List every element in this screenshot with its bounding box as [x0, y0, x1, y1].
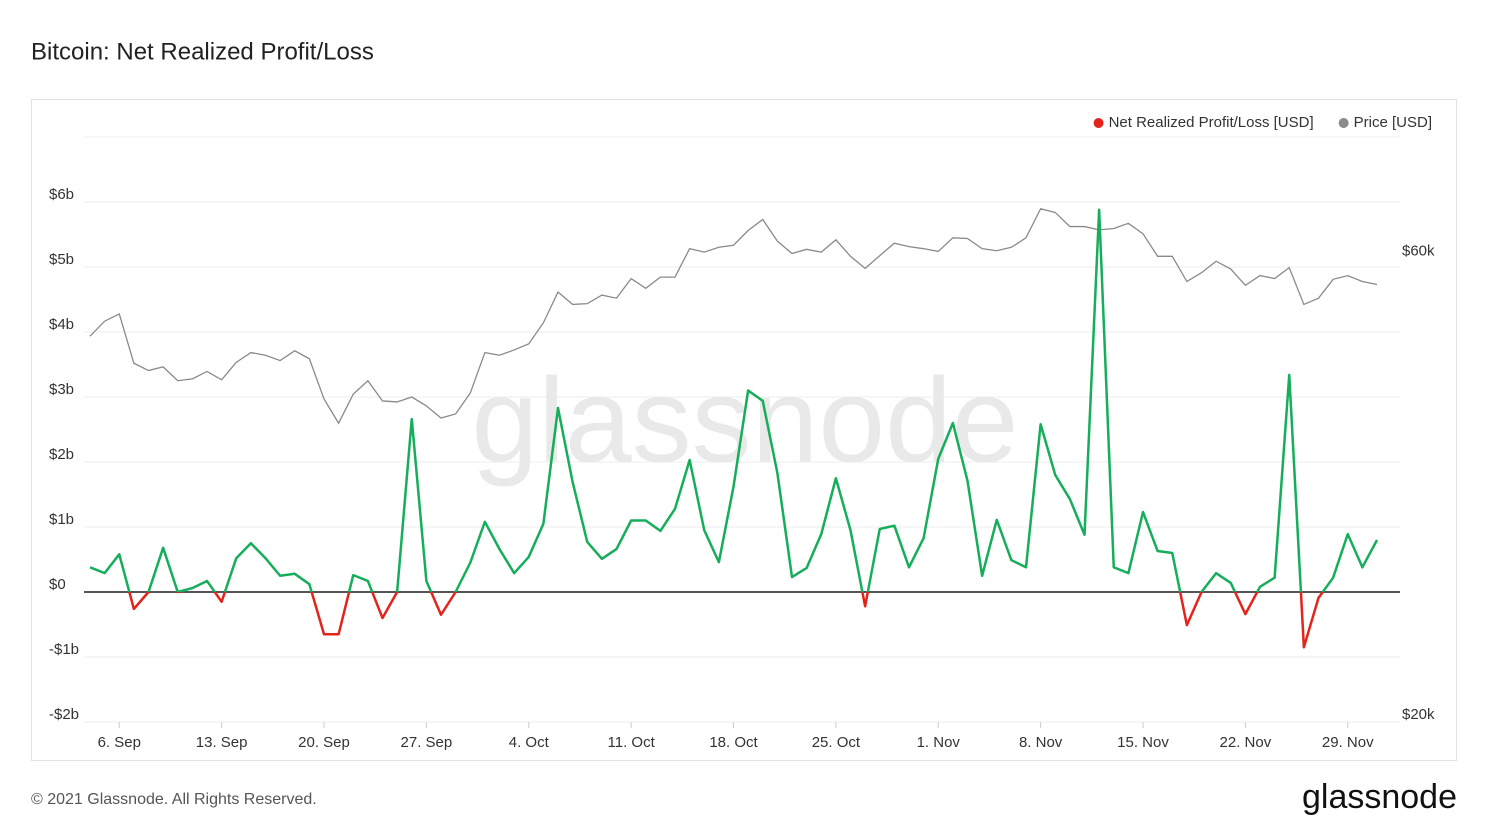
footer: © 2021 Glassnode. All Rights Reserved.	[31, 791, 317, 808]
y-tick-label: $0	[49, 576, 66, 593]
watermark: glassnode	[471, 354, 1018, 488]
price-line	[89, 207, 1378, 425]
x-tick-label: 18. Oct	[709, 734, 758, 751]
y-tick-label: $2b	[49, 446, 74, 463]
y2-tick-label: $20k	[1402, 706, 1435, 723]
logo: glassnode	[1302, 778, 1457, 816]
y-tick-label: -$1b	[49, 641, 79, 658]
y-tick-label: $5b	[49, 251, 74, 268]
profit-loss-line	[89, 208, 1379, 649]
y2-tick-label: $60k	[1402, 242, 1435, 259]
legend-dot[interactable]	[1093, 118, 1104, 128]
y-tick-label: -$2b	[49, 706, 79, 723]
x-tick-label: 22. Nov	[1220, 734, 1272, 751]
x-tick-label: 6. Sep	[98, 734, 141, 751]
y-tick-label: $3b	[49, 381, 74, 398]
y-tick-label: $1b	[49, 511, 74, 528]
legend-label[interactable]: Price [USD]	[1354, 114, 1432, 131]
x-tick-label: 11. Oct	[608, 734, 656, 751]
legend-label[interactable]: Net Realized Profit/Loss [USD]	[1109, 114, 1314, 131]
x-tick-label: 8. Nov	[1019, 734, 1063, 751]
x-tick-label: 27. Sep	[401, 734, 453, 751]
x-tick-label: 1. Nov	[917, 734, 961, 751]
x-tick-label: 20. Sep	[298, 734, 350, 751]
y-tick-label: $6b	[49, 186, 74, 203]
x-tick-label: 29. Nov	[1322, 734, 1374, 751]
y-tick-label: $4b	[49, 316, 74, 333]
chart-frame	[31, 99, 1457, 761]
x-tick-label: 13. Sep	[196, 734, 248, 751]
x-tick-label: 4. Oct	[509, 734, 550, 751]
x-tick-label: 25. Oct	[812, 734, 861, 751]
legend-dot[interactable]	[1338, 118, 1349, 128]
chart-title: Bitcoin: Net Realized Profit/Loss	[31, 38, 374, 65]
x-tick-label: 15. Nov	[1117, 734, 1169, 751]
